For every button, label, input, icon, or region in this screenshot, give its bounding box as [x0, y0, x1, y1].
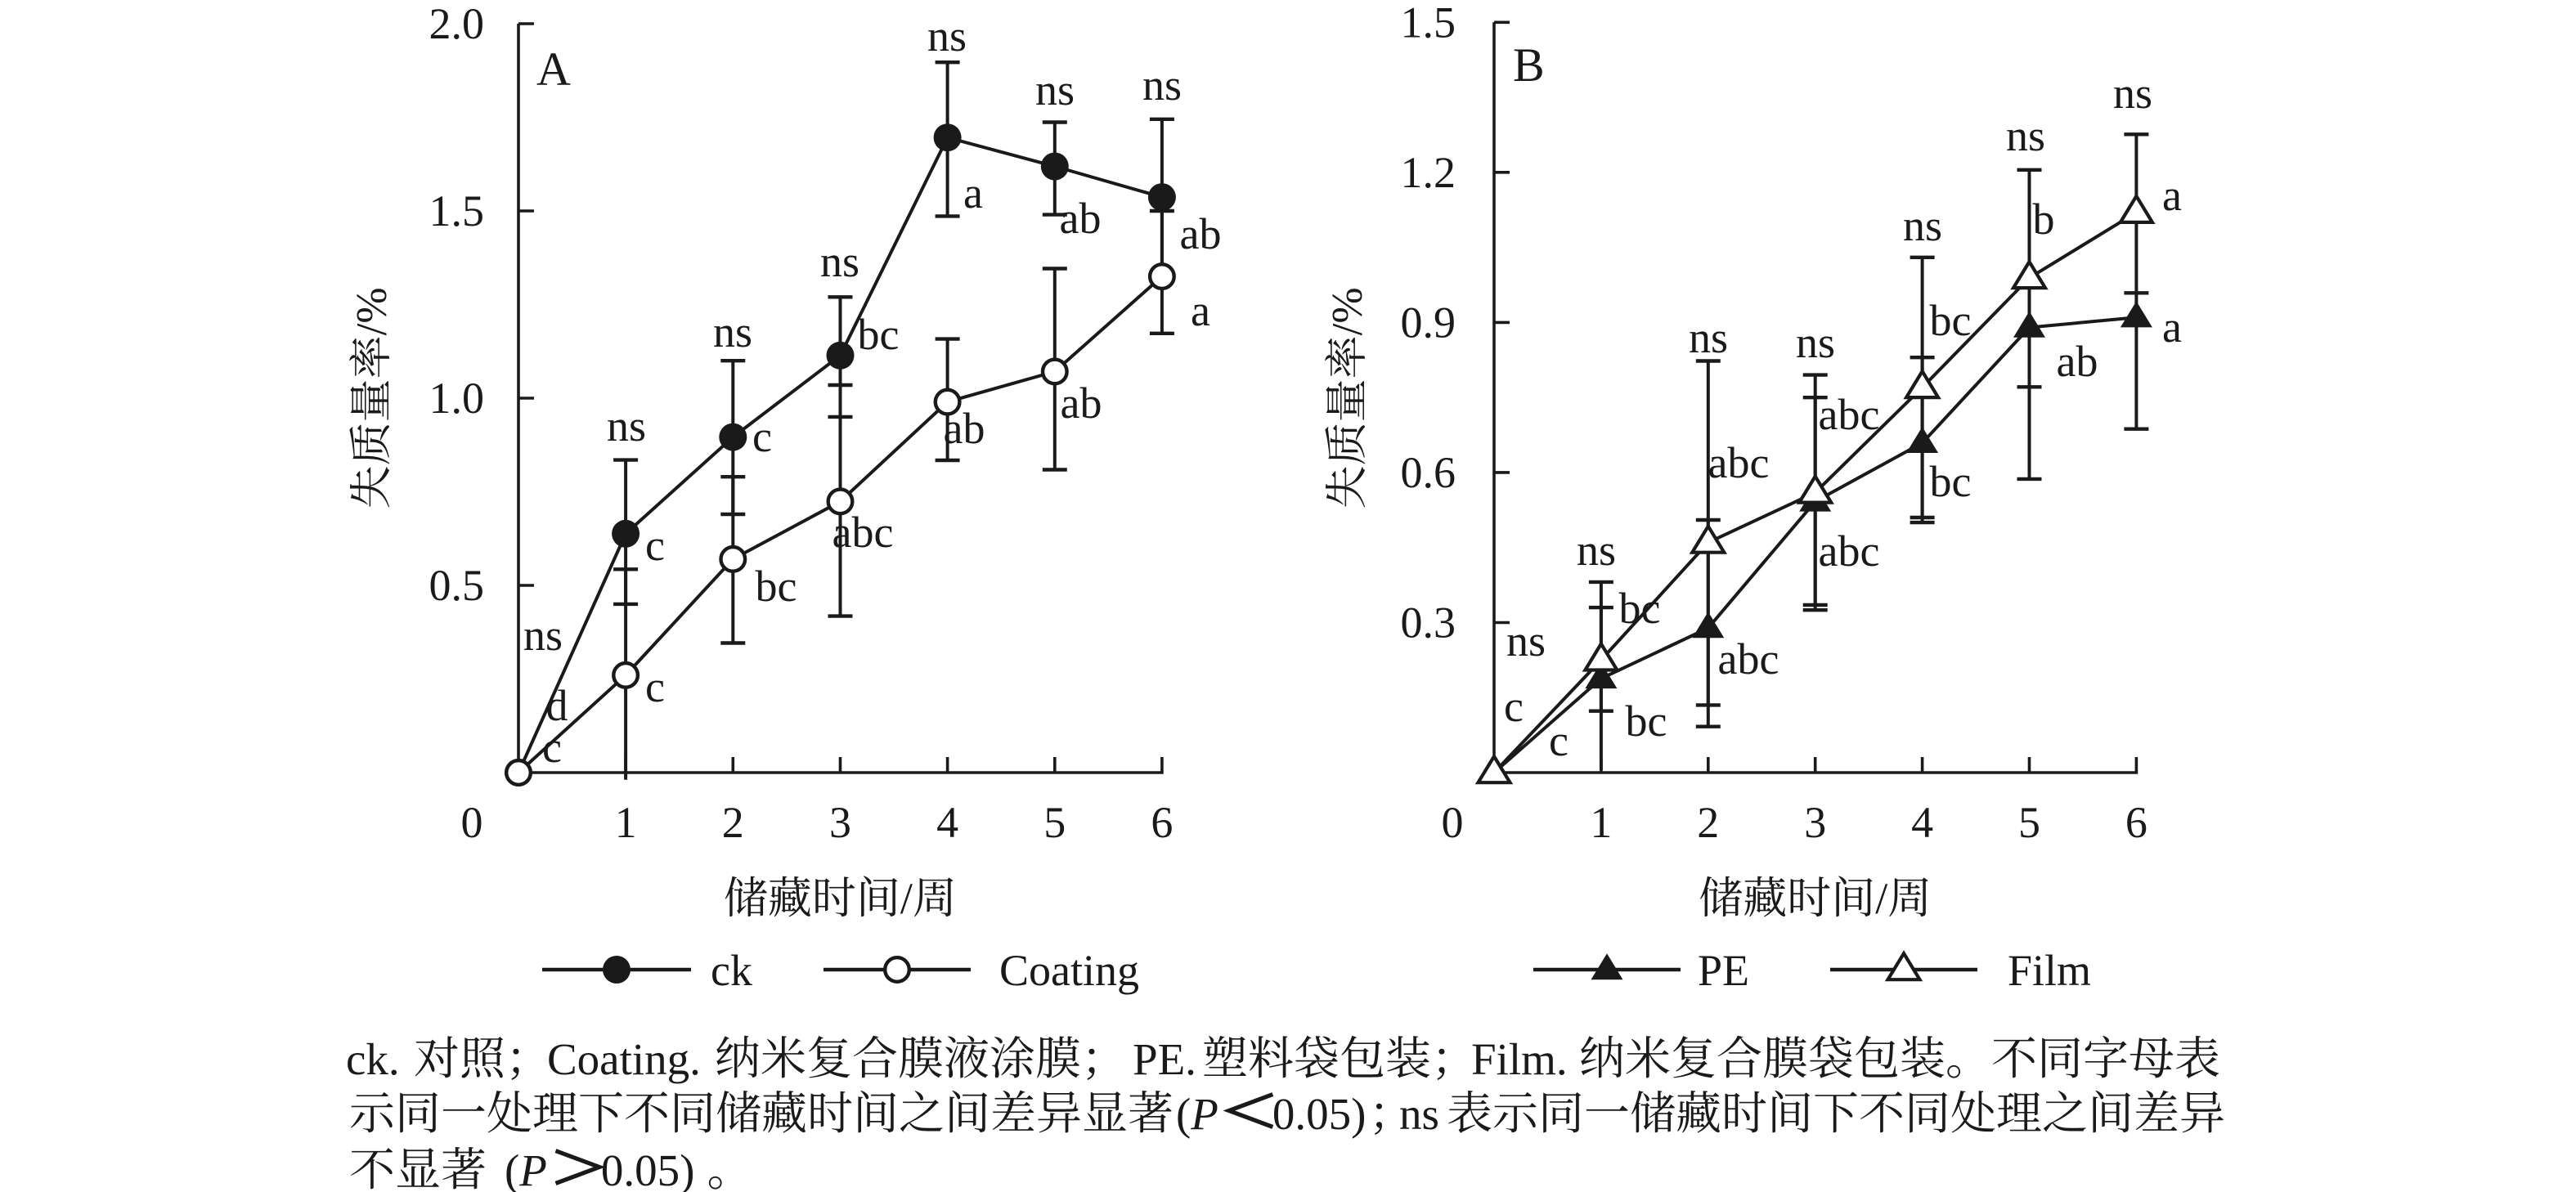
svg-text:1.2: 1.2 [1401, 148, 1456, 197]
svg-text:/%: /% [1324, 288, 1371, 336]
svg-text:0.3: 0.3 [1401, 598, 1456, 648]
svg-text:abc: abc [1718, 634, 1779, 683]
svg-text:ns: ns [713, 307, 752, 356]
svg-text:ck: ck [711, 946, 752, 995]
svg-text:1.0: 1.0 [429, 374, 485, 423]
svg-text:/: / [900, 874, 913, 923]
svg-text:4: 4 [936, 798, 958, 847]
svg-text:ns: ns [607, 401, 646, 450]
svg-text:0.6: 0.6 [1401, 448, 1456, 497]
svg-text:bc: bc [1626, 697, 1667, 746]
svg-text:4: 4 [1911, 798, 1933, 847]
svg-text:(: ( [1176, 1089, 1191, 1139]
svg-text:ab: ab [2057, 337, 2098, 386]
svg-text:a: a [963, 168, 983, 217]
svg-text:ab: ab [1060, 194, 1102, 243]
svg-text:ns: ns [1142, 60, 1182, 110]
svg-text:(: ( [505, 1145, 519, 1192]
svg-text:ab: ab [1180, 209, 1222, 258]
svg-text:c: c [645, 521, 665, 570]
svg-text:ns: ns [1903, 201, 1942, 250]
svg-text:ns: ns [523, 611, 563, 660]
svg-text:Film: Film [2008, 946, 2091, 995]
svg-text:2: 2 [722, 798, 744, 847]
svg-text:P: P [1190, 1089, 1218, 1139]
svg-text:ab: ab [944, 404, 985, 453]
svg-text:/: / [1875, 874, 1887, 923]
svg-text:Film.: Film. [1471, 1034, 1568, 1084]
svg-text:abc: abc [832, 508, 894, 557]
svg-text:PE.: PE. [1133, 1034, 1196, 1084]
svg-text:ns: ns [1506, 616, 1546, 665]
svg-text:1: 1 [615, 798, 637, 847]
svg-text:bc: bc [858, 310, 900, 359]
svg-text:ns: ns [820, 237, 859, 286]
svg-text:0.9: 0.9 [1401, 298, 1456, 347]
svg-text:ns: ns [1399, 1089, 1439, 1139]
svg-text:abc: abc [1819, 390, 1880, 439]
svg-text:0.05): 0.05) [601, 1145, 695, 1192]
svg-text:ns: ns [1689, 313, 1728, 362]
svg-text:a: a [2162, 171, 2182, 220]
svg-text:2: 2 [1697, 798, 1719, 847]
svg-text:B: B [1513, 38, 1545, 92]
svg-text:0: 0 [1442, 798, 1464, 847]
svg-text:0.05): 0.05) [1272, 1089, 1367, 1139]
svg-text:ab: ab [1061, 379, 1102, 428]
svg-text:0.5: 0.5 [429, 561, 485, 610]
svg-text:A: A [536, 43, 571, 96]
svg-text:ns: ns [927, 11, 967, 60]
svg-text:c: c [542, 723, 562, 772]
svg-text:PE: PE [1698, 946, 1749, 995]
svg-text:5: 5 [2018, 798, 2040, 847]
svg-text:bc: bc [1930, 457, 1972, 506]
svg-text:1: 1 [1590, 798, 1612, 847]
svg-text:3: 3 [829, 798, 851, 847]
svg-text:6: 6 [1151, 798, 1173, 847]
svg-text:b: b [2033, 195, 2055, 244]
svg-text:5: 5 [1043, 798, 1066, 847]
svg-text:Coating: Coating [999, 946, 1139, 995]
svg-text:/%: /% [348, 288, 396, 336]
svg-text:6: 6 [2125, 798, 2147, 847]
svg-text:bc: bc [1930, 296, 1972, 345]
svg-text:bc: bc [756, 562, 797, 611]
svg-text:c: c [752, 412, 772, 461]
svg-text:3: 3 [1804, 798, 1826, 847]
svg-text:a: a [2162, 302, 2182, 352]
svg-text:P: P [518, 1145, 547, 1192]
svg-text:bc: bc [1619, 584, 1661, 633]
svg-text:a: a [1191, 286, 1210, 335]
svg-text:ns: ns [1035, 65, 1075, 114]
svg-text:ns: ns [1577, 526, 1616, 575]
svg-text:2.0: 2.0 [429, 0, 485, 48]
svg-text:0: 0 [461, 798, 483, 847]
svg-text:Coating.: Coating. [547, 1034, 701, 1084]
svg-text:c: c [645, 662, 665, 711]
svg-text:d: d [546, 681, 568, 730]
svg-text:ck.: ck. [346, 1034, 400, 1084]
svg-text:ns: ns [1796, 318, 1835, 367]
svg-text:1.5: 1.5 [1401, 0, 1456, 47]
svg-text:c: c [1504, 682, 1524, 731]
svg-text:1.5: 1.5 [429, 186, 485, 235]
svg-text:ns: ns [2006, 111, 2045, 160]
svg-text:abc: abc [1708, 438, 1770, 487]
svg-text:ns: ns [2113, 69, 2152, 118]
svg-text:c: c [1549, 716, 1568, 765]
svg-text:abc: abc [1819, 527, 1880, 576]
